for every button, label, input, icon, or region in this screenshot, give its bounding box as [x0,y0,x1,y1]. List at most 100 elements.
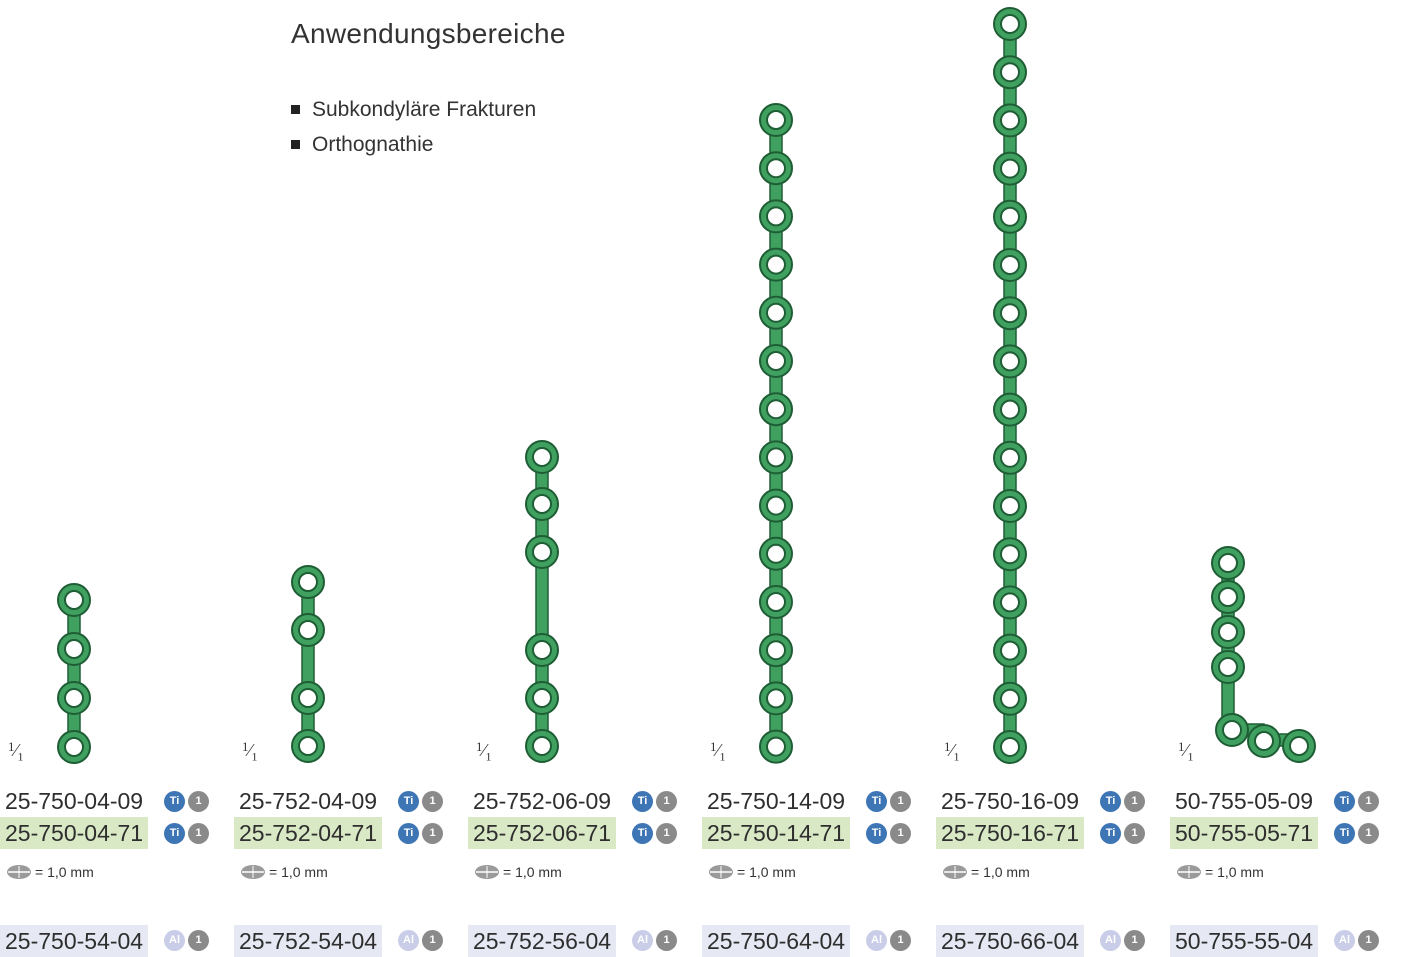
plate-hole [64,639,84,659]
article-number-al: 25-750-64-04 [702,925,851,957]
plate-hole [1000,688,1020,709]
product-column-4: 1⁄1 25-750-14-09 Ti 1 25-750-14-71 Ti 1 = … [702,0,934,957]
badge-group: Ti 1 [1334,790,1379,812]
badge-group: Ti 1 [164,790,209,812]
count-badge-icon: 1 [890,790,911,812]
plate-hole [1000,351,1020,372]
plate-hole [1000,14,1020,34]
thickness-info: = 1,0 mm [1176,864,1264,880]
count-badge-icon: 1 [656,822,677,844]
count-badge-icon: 1 [1124,929,1145,951]
scale-label: 1⁄1 [476,739,492,764]
plate-hole [766,351,786,371]
plate-image [525,440,559,763]
thickness-value: = 1,0 mm [503,864,562,880]
plate-hole [1000,544,1020,565]
aluminium-badge-icon: Al [632,929,653,951]
aluminium-badge-icon: Al [866,929,887,951]
plate-hole [532,640,552,660]
plate-hole [1254,731,1274,751]
plate-hole [766,206,786,227]
badge-group: Ti 1 [164,822,209,844]
bullet-square-icon [291,105,300,114]
product-column-6: 1⁄1 50-755-05-09 Ti 1 50-755-05-71 Ti 1 = … [1170,0,1402,957]
plate-hole [1000,158,1020,179]
aluminium-badge-icon: Al [1100,929,1121,951]
article-number-green: 25-750-04-71 [0,817,149,849]
count-badge-icon: 1 [890,929,911,951]
article-number-green: 25-750-14-71 [702,817,851,849]
titanium-badge-icon: Ti [866,822,887,844]
list-item: Orthognathie [291,127,536,162]
plate-hole [64,688,84,708]
count-badge-icon: 1 [656,790,677,812]
plate-hole [1000,255,1020,275]
plate-hole [766,736,786,757]
bullet-square-icon [291,140,300,149]
article-number-green: 25-750-16-71 [936,817,1085,849]
plate-hole [1218,657,1238,677]
titanium-badge-icon: Ti [632,822,653,844]
scale-label: 1⁄1 [1178,739,1194,764]
count-badge-icon: 1 [1124,790,1145,812]
scale-label: 1⁄1 [710,739,726,764]
plate-hole [766,640,786,661]
article-number-green: 25-752-04-71 [234,817,383,849]
product-column-5: 1⁄1 25-750-16-09 Ti 1 25-750-16-71 Ti 1 = … [936,0,1168,957]
thickness-value: = 1,0 mm [971,864,1030,880]
aluminium-badge-icon: Al [1334,929,1355,951]
article-number-al: 25-750-66-04 [936,925,1085,957]
article-number-al: 25-750-54-04 [0,925,149,957]
count-badge-icon: 1 [188,790,209,812]
badge-group: Ti 1 [1334,822,1379,844]
thickness-info: = 1,0 mm [708,864,796,880]
count-badge-icon: 1 [188,929,209,951]
plate-hole [532,494,552,514]
plate-hole [1000,206,1020,227]
badge-group: Al 1 [1334,929,1379,951]
badge-group: Ti 1 [866,822,911,844]
titanium-badge-icon: Ti [398,790,419,812]
count-badge-icon: 1 [422,790,443,812]
plate-hole [298,688,318,708]
plate-hole [1218,553,1238,573]
plate-hole [532,736,552,756]
count-badge-icon: 1 [1358,790,1379,812]
plate-hole [766,495,786,516]
plate-image [759,103,793,764]
thickness-info: = 1,0 mm [6,864,94,880]
plate-hole [766,110,786,130]
list-item: Subkondyläre Frakturen [291,92,536,127]
page-title: Anwendungsbereiche [291,18,566,49]
article-number-al: 25-752-54-04 [234,925,383,957]
article-number-ti: 25-752-04-09 [239,788,378,814]
list-item-label: Orthognathie [312,132,434,156]
article-number-green: 50-755-05-71 [1170,817,1319,849]
titanium-badge-icon: Ti [1334,790,1355,812]
count-badge-icon: 1 [422,822,443,844]
plate-hole [766,447,786,468]
plate-hole [1218,587,1238,607]
plate-thickness-icon [475,865,499,879]
article-number-ti: 25-752-06-09 [473,788,612,814]
plate-thickness-icon [943,865,967,879]
plate-hole [1000,62,1020,83]
badge-group: Ti 1 [398,822,443,844]
titanium-badge-icon: Ti [1100,822,1121,844]
plate-image [993,7,1027,764]
badge-group: Al 1 [866,929,911,951]
plate-thickness-icon [7,865,31,879]
titanium-badge-icon: Ti [632,790,653,812]
badge-group: Ti 1 [632,790,677,812]
scale-label: 1⁄1 [242,739,258,764]
count-badge-icon: 1 [1358,929,1379,951]
article-number-ti: 25-750-04-09 [5,788,144,814]
plate-hole [766,399,786,420]
badge-group: Ti 1 [1100,790,1145,812]
applications-list: Subkondyläre Frakturen Orthognathie [291,92,536,162]
plate-hole [1222,720,1242,740]
plate-image [291,565,325,763]
count-badge-icon: 1 [1358,822,1379,844]
plate-hole [766,158,786,179]
thickness-info: = 1,0 mm [240,864,328,880]
